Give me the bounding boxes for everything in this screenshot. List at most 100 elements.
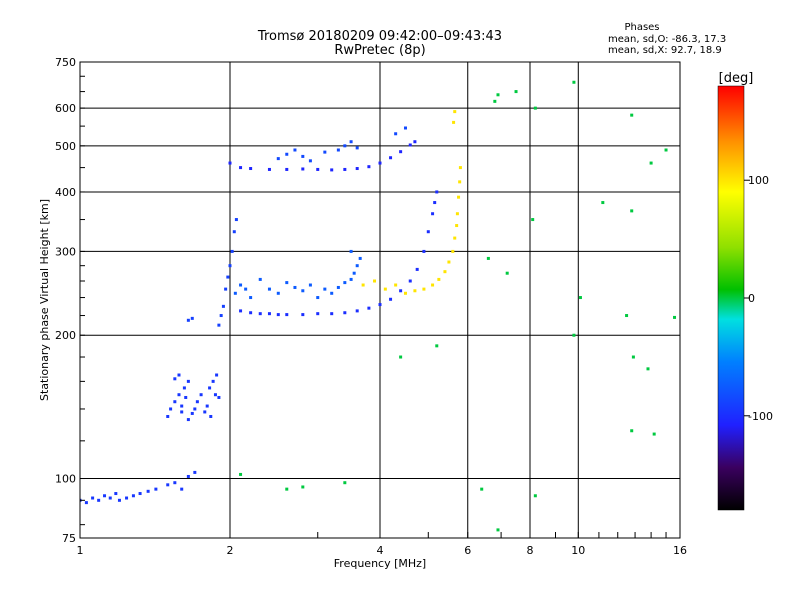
data-point [399,355,403,359]
data-point [496,93,500,97]
data-point [355,309,359,313]
data-point [186,474,190,478]
data-point [330,291,334,295]
data-point [177,373,181,377]
legend-title: Phases [624,22,659,33]
data-point [458,180,462,184]
data-point [389,297,393,301]
chart-title: Tromsø 20180209 09:42:00–09:43:43 [257,29,502,44]
data-point [285,167,289,171]
data-point [285,487,289,491]
data-point [664,148,668,152]
data-point [267,287,271,291]
data-point [413,289,417,293]
data-point [399,150,403,154]
data-point [131,494,135,498]
y-tick-label: 75 [62,532,76,545]
data-point [209,414,213,418]
data-point [394,132,398,136]
data-point [533,106,537,110]
colorbar-tick-label: 0 [748,292,755,305]
data-point [249,167,253,171]
x-axis-ticks: 1 2 4 6 8 10 16 [77,532,687,557]
data-point [293,148,297,152]
data-point [228,264,232,268]
data-point [195,400,199,404]
data-point [431,212,435,216]
data-point [301,313,305,317]
data-point [408,279,412,283]
data-point [199,393,203,397]
data-point [91,496,95,500]
y-axis-ticks: 75 100 200 300 400 500 600 750 [55,56,85,545]
data-point [208,386,212,390]
data-point [496,528,500,532]
x-tick-label: 4 [377,544,384,557]
data-point [114,492,118,496]
colorbar-label: [deg] [719,71,754,86]
data-point [378,303,382,307]
colorbar-ticks: 100 0 -100 [744,174,773,423]
data-point [301,485,305,489]
data-point [173,400,177,404]
data-point [649,161,653,165]
data-point [84,501,88,505]
y-tick-label: 100 [55,473,76,486]
data-point [336,148,340,152]
x-tick-label: 10 [571,544,585,557]
data-point [630,209,634,213]
x-tick-label: 16 [673,544,687,557]
data-point [630,429,634,433]
data-point [343,144,347,148]
data-point [221,304,225,308]
data-point [355,167,359,171]
data-point [455,224,459,228]
data-point [336,285,340,289]
data-point [213,393,217,397]
data-point [673,315,677,319]
data-point [186,318,190,322]
data-point [480,487,484,491]
data-point [435,344,439,348]
data-point [182,386,186,390]
data-point [193,407,197,411]
data-point [435,190,439,194]
data-point [437,277,441,281]
data-point [228,161,232,165]
data-point [233,291,237,295]
data-point [125,496,129,500]
data-point [455,212,459,216]
data-point [239,309,243,313]
data-point [408,143,412,147]
data-point [349,140,353,144]
data-point [316,296,320,300]
data-point [630,113,634,117]
data-point [443,270,447,274]
data-point [373,279,377,283]
data-point [166,483,170,487]
data-point [394,283,398,287]
data-point [413,140,417,144]
colorbar [717,85,745,511]
y-tick-label: 300 [55,245,76,258]
data-point [646,367,650,371]
colorbar-tick-label: 100 [748,174,769,187]
data-point [431,283,435,287]
y-tick-label: 600 [55,102,76,115]
data-point [224,287,228,291]
data-point [239,166,243,170]
data-point [422,249,426,253]
data-point [514,90,518,94]
data-point [493,99,497,103]
data-point [349,249,353,253]
data-point [154,487,158,491]
data-point [205,404,209,408]
data-point [399,289,403,293]
data-point [186,379,190,383]
data-point [293,285,297,289]
data-point [234,218,238,222]
data-point [173,481,177,485]
data-point [451,249,455,253]
data-point [316,167,320,171]
data-point [343,311,347,315]
